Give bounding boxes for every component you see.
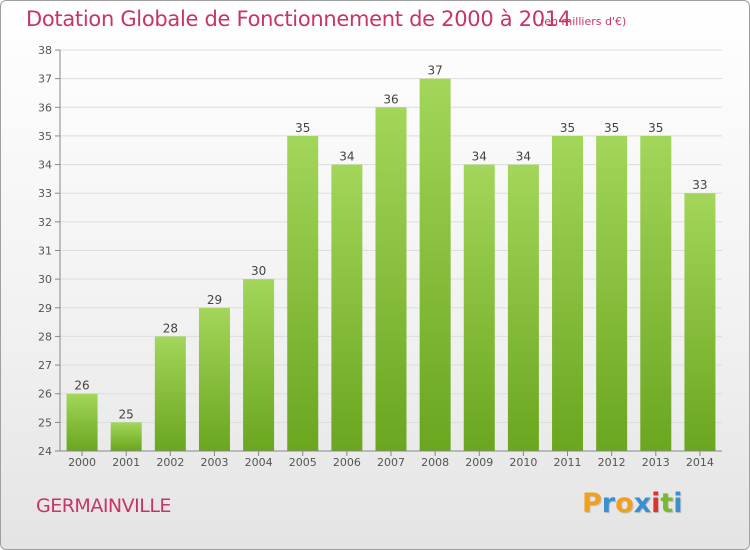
value-label: 34 xyxy=(339,150,354,164)
value-label: 28 xyxy=(163,321,178,335)
logo-letter: P xyxy=(582,488,602,519)
y-tick-label: 30 xyxy=(38,273,52,286)
value-label: 35 xyxy=(560,121,575,135)
x-tick-label: 2012 xyxy=(598,456,626,469)
bar-2007 xyxy=(375,107,407,452)
x-tick-label: 2001 xyxy=(112,456,140,469)
y-tick-label: 31 xyxy=(38,245,52,258)
bar-2006 xyxy=(331,164,363,452)
value-label: 35 xyxy=(604,121,619,135)
logo-letter: t xyxy=(660,488,674,519)
chart-subtitle: (en milliers d'€) xyxy=(540,15,627,28)
y-tick-label: 34 xyxy=(38,159,52,172)
y-tick-label: 32 xyxy=(38,216,52,229)
value-label: 36 xyxy=(383,92,398,106)
x-tick-label: 2013 xyxy=(642,456,670,469)
y-tick-label: 25 xyxy=(38,416,52,429)
y-tick-label: 29 xyxy=(38,302,52,315)
x-tick-label: 2006 xyxy=(333,456,361,469)
axes xyxy=(55,49,722,456)
value-label: 33 xyxy=(692,178,707,192)
bars xyxy=(66,78,716,452)
commune-name: GERMAINVILLE xyxy=(36,495,171,517)
value-label: 26 xyxy=(74,379,89,393)
logo-letter: r xyxy=(601,488,616,519)
x-tick-label: 2005 xyxy=(289,456,317,469)
value-label: 34 xyxy=(516,150,531,164)
x-tick-label: 2004 xyxy=(245,456,273,469)
y-tick-label: 27 xyxy=(38,359,52,372)
logo-letter: o xyxy=(615,488,634,519)
x-tick-label: 2011 xyxy=(554,456,582,469)
y-tick-label: 36 xyxy=(38,101,52,114)
logo-letter: x xyxy=(633,488,652,519)
bar-2013 xyxy=(640,135,672,451)
x-tick-label: 2008 xyxy=(421,456,449,469)
chart-title: Dotation Globale de Fonctionnement de 20… xyxy=(26,7,571,31)
labels: 24 25 26 27 28 29 30 31 32 33 34 35 36 37 38 26 2000 25 20… xyxy=(38,44,714,469)
bar-2010 xyxy=(507,164,539,452)
value-label: 35 xyxy=(648,121,663,135)
x-tick-label: 2009 xyxy=(465,456,493,469)
bar-2012 xyxy=(596,135,628,451)
logo-letter: i xyxy=(651,488,661,519)
y-tick-label: 38 xyxy=(38,44,52,57)
bar-2002 xyxy=(154,336,186,451)
value-label: 29 xyxy=(207,293,222,307)
value-label: 25 xyxy=(119,407,134,421)
value-label: 35 xyxy=(295,121,310,135)
bar-2014 xyxy=(684,193,716,451)
bar-2011 xyxy=(552,135,584,451)
y-tick-label: 37 xyxy=(38,73,52,86)
logo-letter: i xyxy=(673,488,683,519)
x-tick-label: 2003 xyxy=(200,456,228,469)
value-label: 34 xyxy=(472,150,487,164)
x-tick-label: 2014 xyxy=(686,456,714,469)
y-tick-label: 28 xyxy=(38,330,52,343)
bar-2001 xyxy=(110,422,142,451)
x-tick-label: 2010 xyxy=(509,456,537,469)
y-tick-label: 24 xyxy=(38,445,52,458)
x-tick-label: 2007 xyxy=(377,456,405,469)
y-tick-label: 33 xyxy=(38,187,52,200)
x-tick-label: 2000 xyxy=(68,456,96,469)
y-tick-label: 35 xyxy=(38,130,52,143)
bar-2000 xyxy=(66,393,98,451)
bar-2008 xyxy=(419,78,451,452)
value-label: 30 xyxy=(251,264,266,278)
bar-2009 xyxy=(463,164,495,452)
bar-2005 xyxy=(287,135,319,451)
bar-2004 xyxy=(243,279,275,451)
y-tick-label: 26 xyxy=(38,388,52,401)
value-label: 37 xyxy=(427,64,442,78)
proxiti-logo: Proxiti xyxy=(582,488,683,519)
x-tick-label: 2002 xyxy=(156,456,184,469)
bar-2003 xyxy=(198,307,230,451)
